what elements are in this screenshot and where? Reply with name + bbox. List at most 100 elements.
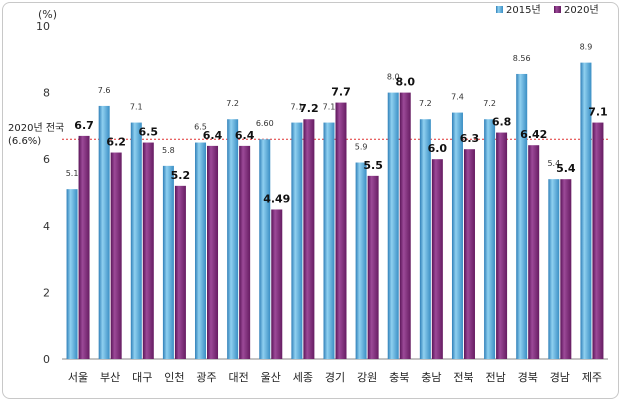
bar-2020: [335, 102, 347, 359]
data-label-2020: 5.4: [556, 162, 576, 175]
data-label-2020: 4.49: [263, 192, 290, 205]
bar-2015: [548, 179, 560, 359]
y-tick-label: 0: [43, 353, 50, 366]
data-label-2015: 7.2: [226, 99, 239, 108]
x-category-label: 경기: [325, 371, 345, 384]
bar-2015: [355, 162, 367, 359]
x-category-label: 광주: [196, 371, 216, 384]
x-category-label: 인천: [164, 370, 184, 384]
data-label-2020: 7.2: [299, 102, 319, 115]
data-label-2020: 6.5: [139, 126, 159, 139]
data-label-2020: 6.42: [520, 128, 547, 141]
x-category-label: 제주: [582, 371, 602, 384]
bar-2020: [528, 145, 540, 359]
bar-2020: [560, 179, 572, 359]
y-tick-label: 8: [43, 87, 50, 100]
bar-2020: [110, 152, 122, 359]
legend: 2015년 2020년: [496, 4, 599, 16]
bar-2020: [592, 122, 604, 359]
data-label-2020: 6.3: [460, 132, 480, 145]
data-label-2015: 8.9: [580, 43, 593, 52]
data-label-2015: 7.1: [291, 103, 304, 112]
bar-2020: [239, 145, 251, 359]
data-label-2015: 6.60: [256, 119, 274, 128]
y-axis-label: (%): [38, 8, 57, 21]
bar-2015: [387, 92, 399, 359]
data-label-2020: 7.1: [588, 106, 608, 119]
data-label-2015: 7.4: [451, 93, 464, 102]
data-label-2015: 6.5: [194, 123, 207, 132]
reference-label-line1: 2020년 전국: [8, 122, 64, 134]
x-category-label: 세종: [293, 371, 313, 384]
bar-2020: [207, 145, 219, 359]
data-label-2015: 5.4: [547, 159, 560, 168]
data-label-2020: 7.7: [331, 86, 351, 99]
x-category-label: 전남: [485, 371, 505, 384]
x-category-label: 충남: [421, 371, 441, 384]
bar-2020: [463, 149, 475, 359]
data-label-2015: 8.56: [513, 54, 531, 63]
x-category-label: 울산: [261, 371, 281, 384]
bar-2015: [580, 62, 592, 359]
bar-2015: [130, 122, 142, 359]
data-label-2015: 7.1: [130, 103, 143, 112]
data-label-2020: 6.0: [428, 142, 448, 155]
data-label-2015: 7.2: [419, 99, 432, 108]
bar-2015: [227, 119, 239, 360]
x-category-label: 서울: [68, 371, 88, 384]
data-label-2020: 6.2: [106, 136, 126, 149]
bar-2015: [419, 119, 431, 360]
bar-2015: [162, 165, 174, 359]
bar-2020: [367, 175, 379, 359]
data-label-2020: 6.4: [203, 129, 223, 142]
bar-2020: [142, 142, 154, 359]
bar-2015: [484, 119, 496, 360]
data-label-2015: 7.6: [98, 86, 111, 95]
bar-2015: [195, 142, 207, 359]
data-label-2015: 5.9: [355, 143, 368, 152]
bar-2020: [174, 185, 186, 359]
legend-swatch-2020: [554, 6, 561, 13]
x-category-label: 대구: [132, 371, 152, 384]
data-label-2020: 6.4: [235, 129, 255, 142]
bar-2020: [271, 209, 283, 359]
bar-2015: [323, 122, 335, 359]
data-label-2020: 6.8: [492, 116, 512, 129]
bar-2015: [66, 189, 78, 359]
data-label-2020: 5.2: [171, 169, 191, 182]
data-label-2020: 5.5: [363, 159, 383, 172]
bar-2015: [451, 112, 463, 359]
data-labels-group: 5.16.77.66.27.16.55.85.26.56.47.26.46.60…: [66, 43, 608, 206]
bar-2020: [496, 132, 508, 359]
y-tick-label: 10: [36, 20, 50, 33]
bar-2020: [78, 135, 90, 359]
y-axis-ticks: 0 2 4 6 8 10: [36, 20, 50, 366]
x-category-label: 경남: [550, 371, 570, 384]
x-category-label: 경북: [518, 371, 538, 384]
y-tick-label: 6: [43, 153, 50, 166]
bar-2020: [431, 159, 443, 359]
bar-2015: [516, 73, 528, 360]
data-label-2015: 5.1: [66, 169, 79, 178]
legend-label-2015: 2015년: [506, 4, 541, 16]
x-category-label: 전북: [453, 371, 473, 384]
data-label-2020: 6.7: [74, 119, 94, 132]
bar-2015: [259, 139, 271, 359]
bar-2020: [303, 119, 315, 360]
data-label-2015: 8.0: [387, 73, 400, 82]
data-label-2020: 8.0: [395, 76, 415, 89]
reference-label-line2: (6.6%): [8, 136, 41, 147]
data-label-2015: 7.2: [483, 99, 496, 108]
data-label-2015: 7.1: [323, 103, 336, 112]
bars-group: [66, 62, 604, 360]
y-tick-label: 4: [43, 220, 50, 233]
x-category-label: 충북: [389, 371, 409, 384]
x-axis-categories: 서울 부산 대구 인천 광주 대전 울산 세종 경기 강원 충북 충남 전북 전남 경북 경남 제주: [68, 370, 602, 384]
data-label-2015: 5.8: [162, 146, 175, 155]
bar-2015: [98, 105, 110, 359]
legend-label-2020: 2020년: [564, 4, 599, 16]
y-tick-label: 2: [43, 286, 50, 299]
legend-swatch-2015: [496, 6, 503, 13]
x-category-label: 대전: [229, 371, 249, 384]
